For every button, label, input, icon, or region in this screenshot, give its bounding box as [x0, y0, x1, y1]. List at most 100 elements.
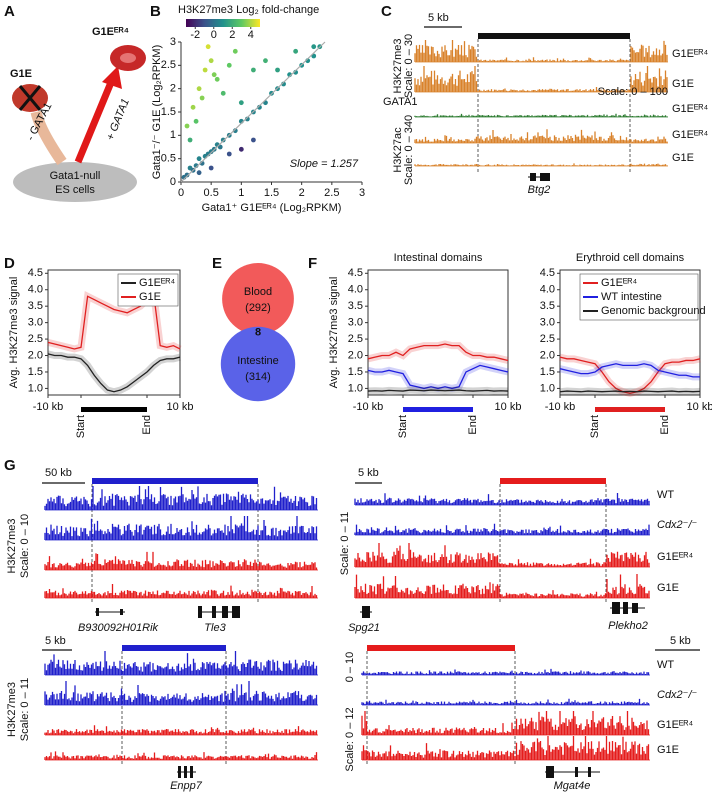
- x-tick-label: Start: [75, 415, 87, 438]
- track-scale-label: Scale: 0 – 10: [19, 514, 31, 578]
- colorbar: [186, 19, 260, 27]
- y-tick-label: 1.0: [348, 382, 363, 394]
- track-group-label: H3K27me3: [6, 682, 18, 737]
- x-tick-label: End: [467, 415, 479, 435]
- track-label: G1Eᴱᴿ⁴: [672, 48, 708, 60]
- track-label: Cdx2⁻/⁻: [657, 519, 698, 531]
- domain-bar: [122, 645, 226, 651]
- track-scale-label: Scale: 0 – 11: [19, 678, 31, 741]
- x-tick-label: 10 kb: [495, 401, 522, 413]
- legend-box: [117, 273, 179, 307]
- y-tick-label: 2.0: [28, 349, 43, 361]
- legend-label: Genomic background: [601, 305, 706, 317]
- exon: [632, 603, 638, 613]
- point: [244, 116, 250, 122]
- point: [196, 156, 202, 162]
- series-line: [559, 356, 701, 395]
- panel-label: B: [150, 3, 161, 20]
- error-band: [367, 340, 509, 364]
- point: [293, 48, 299, 54]
- signal-track: [354, 543, 650, 567]
- cell-label: G1E: [10, 68, 32, 80]
- track-scale-label: Scale: 0 – 340: [403, 115, 415, 185]
- point: [263, 58, 268, 64]
- panel-label: A: [4, 3, 15, 20]
- cross: [18, 85, 42, 111]
- y-tick-label: 2.5: [28, 333, 43, 345]
- legend-label: G1Eᴱᴿ⁴: [601, 277, 637, 289]
- gene-label: Plekho2: [608, 620, 648, 632]
- y-tick-label: 4.0: [348, 284, 363, 296]
- series-line: [367, 389, 509, 392]
- plot-frame: [559, 269, 701, 396]
- point: [220, 90, 226, 96]
- y-tick-label: 3.5: [540, 300, 555, 312]
- exon: [96, 608, 99, 616]
- chart-title: Intestinal domains: [394, 252, 483, 264]
- panel-label: G: [4, 457, 16, 474]
- track-group-label: GATA1: [383, 96, 417, 108]
- error-band: [47, 350, 181, 396]
- scale-bar-label: 5 kb: [670, 635, 691, 647]
- point: [187, 137, 193, 143]
- point: [226, 62, 232, 68]
- x-tick-label: 0: [178, 187, 184, 199]
- track-label: G1E: [672, 78, 694, 90]
- y-tick-label: 0.5: [161, 153, 176, 165]
- signal-track: [414, 113, 668, 117]
- colorbar-title: H3K27me3 Log₂ fold-change: [178, 4, 319, 16]
- gene-label: B930092H01Rik: [78, 622, 159, 634]
- track-scale-label: Scale: 0 – 100: [598, 86, 668, 98]
- signal-track: [44, 551, 318, 570]
- track-label: G1Eᴱᴿ⁴: [657, 551, 693, 563]
- signal-track: [414, 129, 668, 143]
- venn-circle: [220, 326, 296, 402]
- track-scale-label: Scale: 0 – 30: [403, 34, 415, 98]
- track-scale-label: 0 – 10: [344, 652, 356, 683]
- x-tick-label: 3: [359, 187, 365, 199]
- colorbar-tick-label: 4: [248, 29, 254, 41]
- x-tick-label: 0.5: [204, 187, 219, 199]
- y-tick-label: 1.0: [540, 382, 555, 394]
- panel-label: C: [381, 3, 392, 20]
- x-tick-label: -10 kb: [545, 401, 576, 413]
- series-line: [47, 353, 181, 393]
- x-tick-label: -10 kb: [353, 401, 384, 413]
- point: [208, 58, 214, 64]
- cell-center: [120, 53, 136, 63]
- point: [238, 146, 244, 152]
- point: [214, 76, 220, 82]
- series-line: [367, 343, 509, 362]
- point: [232, 128, 238, 134]
- x-tick-label: 2: [299, 187, 305, 199]
- legend-box: [579, 273, 699, 321]
- point: [311, 44, 317, 50]
- x-tick-label: 1: [238, 187, 244, 199]
- x-tick-label: 2.5: [324, 187, 339, 199]
- point: [275, 67, 280, 73]
- x-tick-label: -10 kb: [33, 401, 64, 413]
- signal-track: [44, 486, 318, 510]
- signal-track: [361, 668, 650, 675]
- point: [226, 151, 232, 157]
- exon: [623, 602, 628, 614]
- x-tick-label: 10 kb: [687, 401, 712, 413]
- exon: [222, 606, 228, 618]
- y-tick-label: 4.5: [540, 267, 555, 279]
- colorbar-tick-label: -2: [190, 29, 200, 41]
- x-tick-label: End: [659, 415, 671, 435]
- domain-bar: [367, 645, 515, 651]
- gene-label: Tle3: [204, 622, 226, 634]
- arrowhead: [102, 66, 122, 89]
- signal-track: [361, 736, 650, 760]
- signal-track: [44, 681, 318, 705]
- plot-frame: [47, 269, 181, 396]
- domain-bar: [500, 478, 606, 484]
- plot-frame: [367, 269, 509, 396]
- gene-label: Btg2: [528, 184, 551, 196]
- y-axis-label: Avg. H3K27me3 signal: [328, 277, 340, 389]
- domain-bar: [478, 33, 630, 39]
- y-tick-label: 0: [170, 176, 176, 188]
- arrow-label: + GATA1: [104, 97, 132, 142]
